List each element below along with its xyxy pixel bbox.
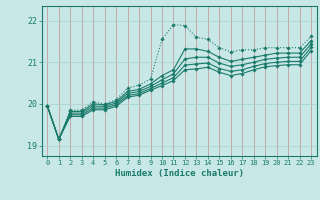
X-axis label: Humidex (Indice chaleur): Humidex (Indice chaleur) <box>115 169 244 178</box>
